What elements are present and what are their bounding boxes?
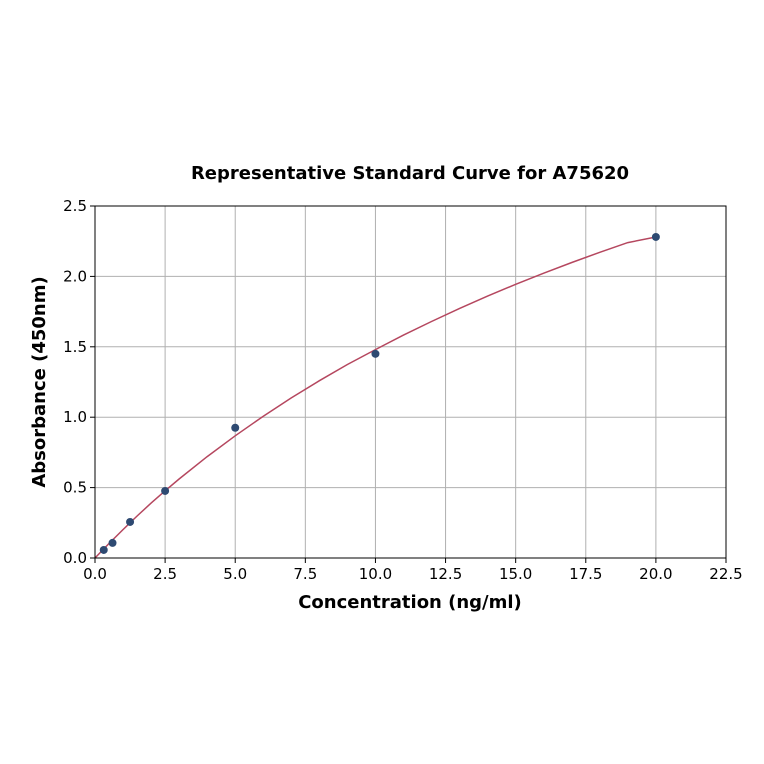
y-axis-ticks: 0.0 0.5 1.0 1.5 2.0 2.5 <box>63 197 95 567</box>
data-point <box>108 538 117 547</box>
data-point <box>161 486 170 495</box>
y-tick-label: 1.0 <box>63 408 87 426</box>
y-tick-label: 0.5 <box>63 479 87 497</box>
grid <box>94 205 727 559</box>
x-tick-label: 7.5 <box>293 565 317 583</box>
x-tick-label: 0.0 <box>83 565 107 583</box>
data-point <box>651 232 660 241</box>
y-tick-label: 1.5 <box>63 338 87 356</box>
data-point <box>99 545 108 554</box>
x-axis-label: Concentration (ng/ml) <box>298 592 522 613</box>
x-tick-label: 5.0 <box>223 565 247 583</box>
x-tick-label: 10.0 <box>359 565 392 583</box>
y-tick-label: 0.0 <box>63 549 87 567</box>
x-axis-ticks: 0.0 2.5 5.0 7.5 10.0 12.5 15.0 17.5 20.0 22.5 <box>83 558 743 583</box>
data-points <box>99 232 660 554</box>
data-point <box>371 349 380 358</box>
x-tick-label: 17.5 <box>569 565 602 583</box>
x-tick-label: 15.0 <box>499 565 532 583</box>
x-tick-label: 2.5 <box>153 565 177 583</box>
chart-title: Representative Standard Curve for A75620 <box>191 163 629 184</box>
plot-frame <box>94 205 727 559</box>
fit-curve <box>94 236 657 559</box>
x-tick-label: 22.5 <box>709 565 742 583</box>
y-tick-label: 2.0 <box>63 267 87 285</box>
y-axis-label: Absorbance (450nm) <box>29 276 50 487</box>
y-tick-label: 2.5 <box>63 197 87 215</box>
x-tick-label: 20.0 <box>639 565 672 583</box>
fit-line <box>94 236 657 559</box>
x-tick-label: 12.5 <box>429 565 462 583</box>
data-point <box>126 517 135 526</box>
data-point <box>231 423 240 432</box>
